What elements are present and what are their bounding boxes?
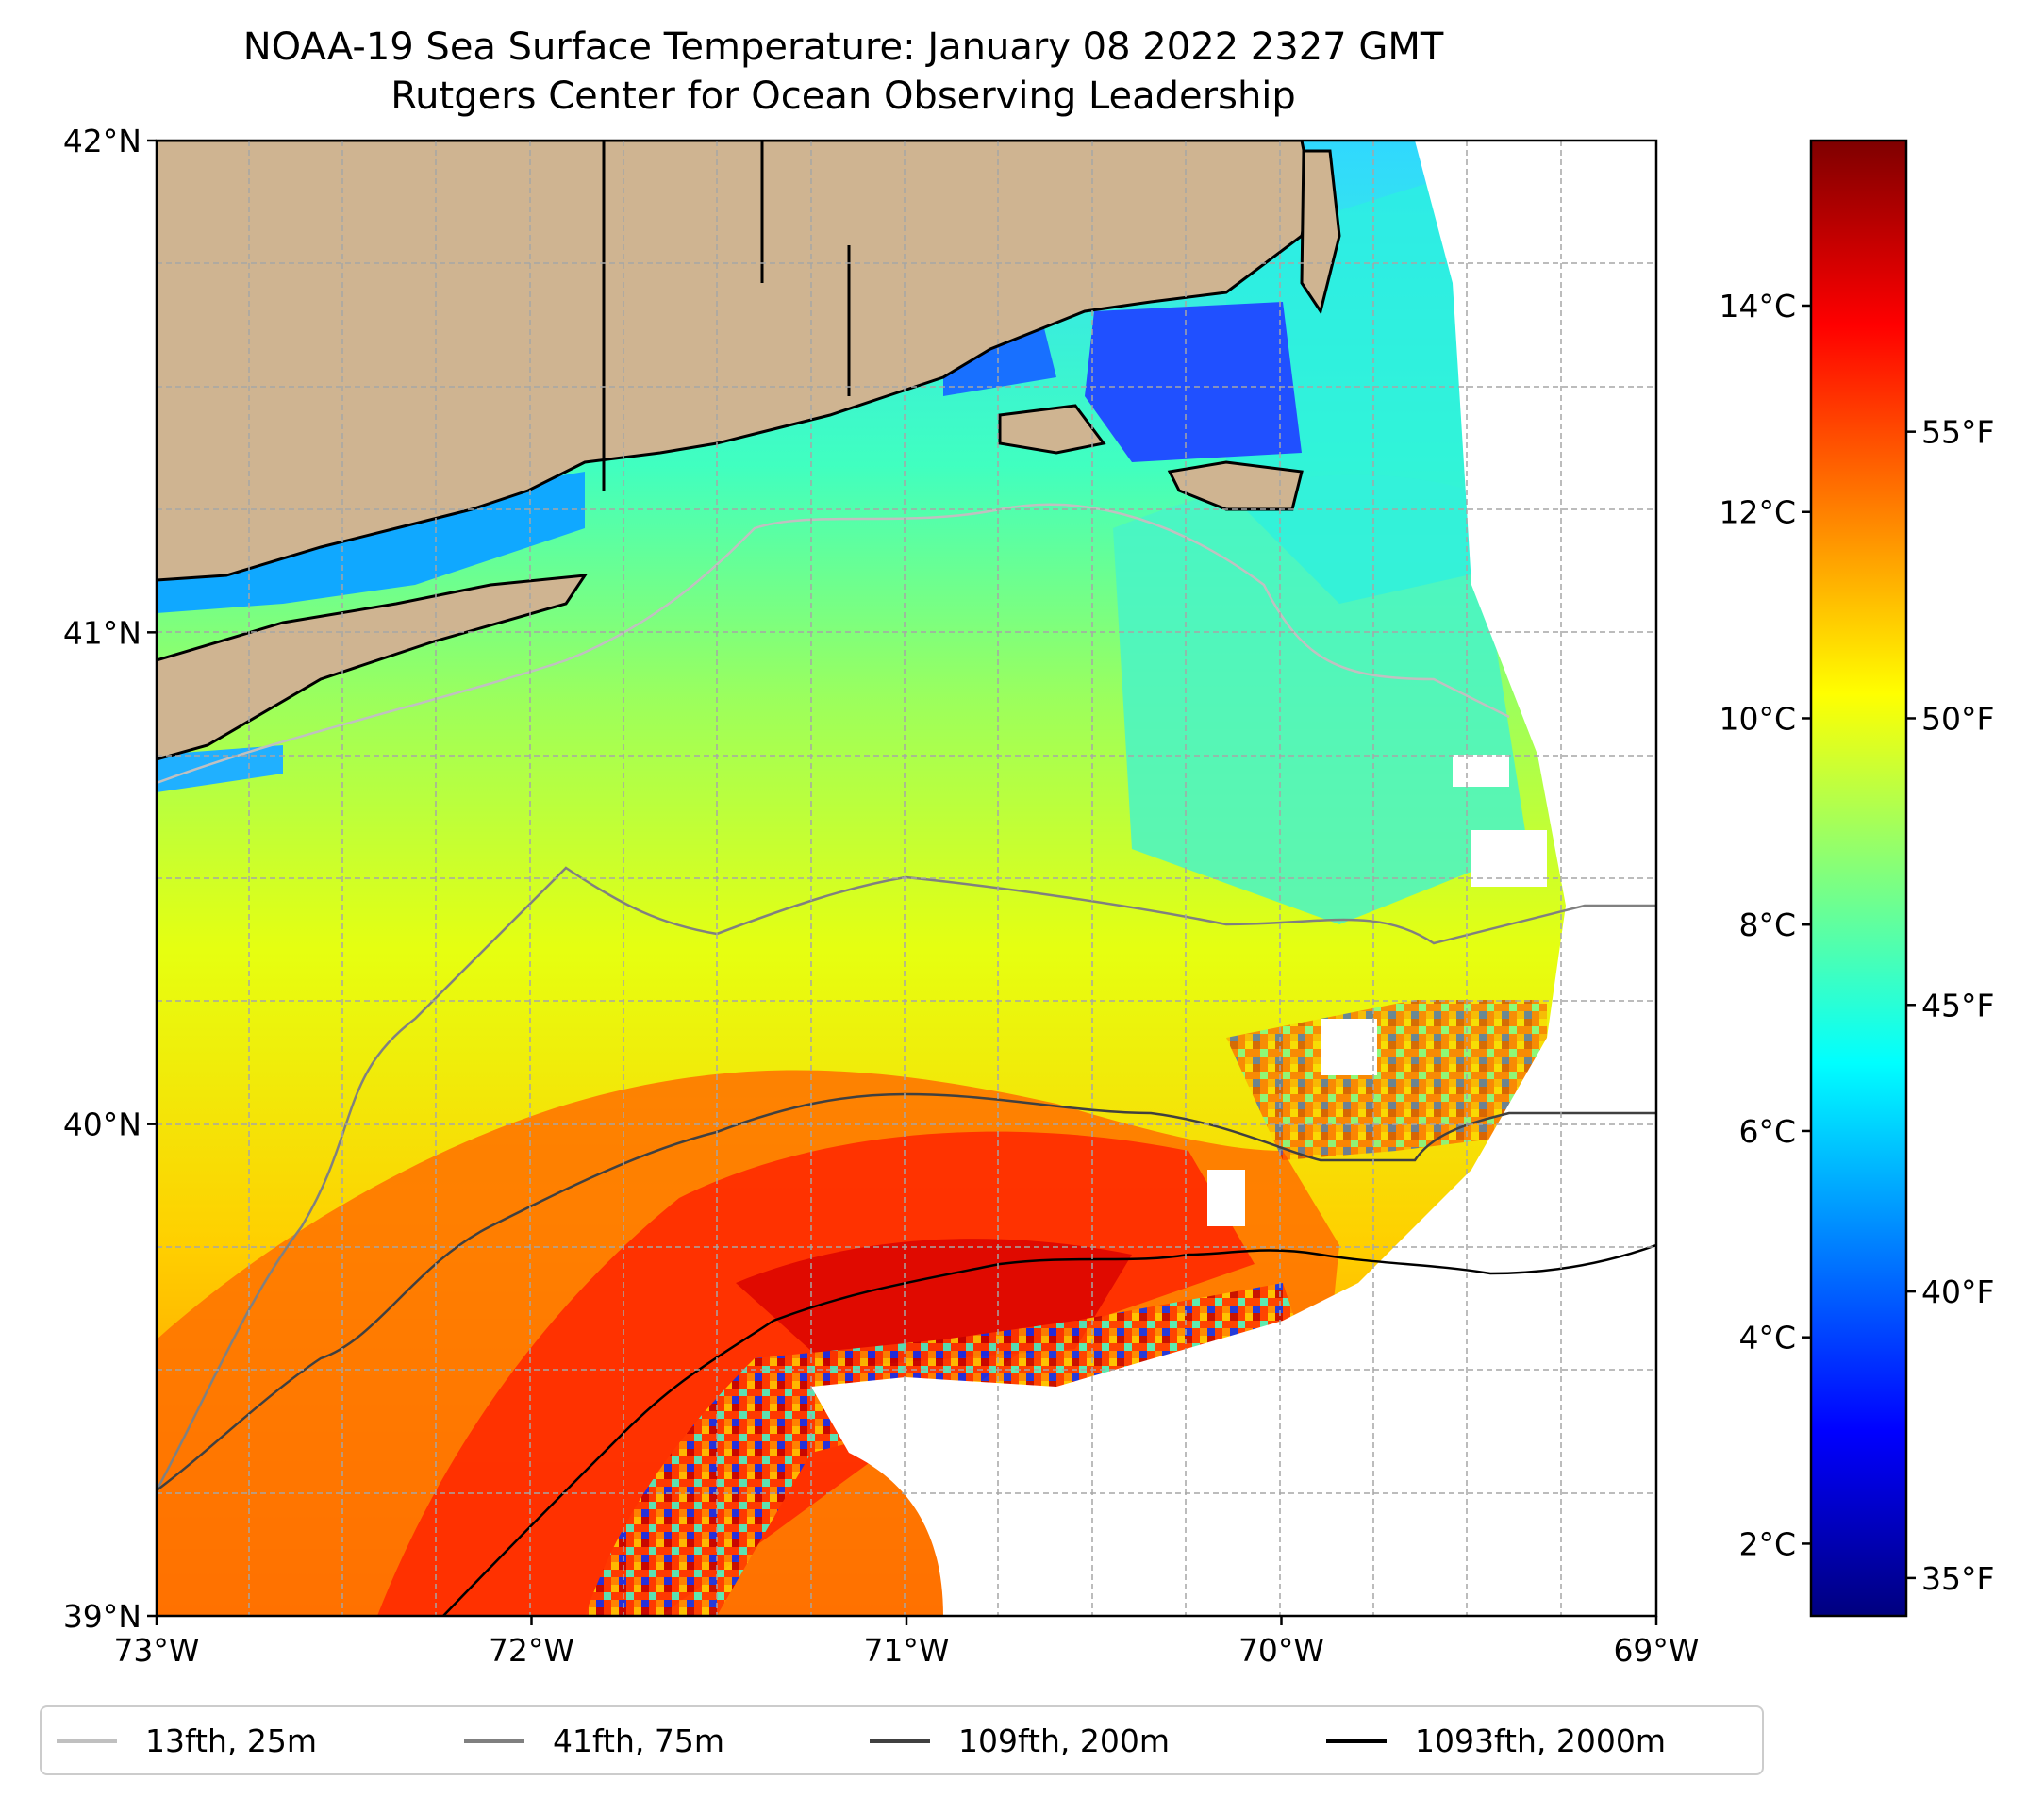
- legend-item-75m: 41fth, 75m: [464, 1724, 724, 1758]
- legend-swatch: [57, 1739, 117, 1743]
- colorbar-fahrenheit-axis: 35°F 40°F 45°F 50°F 55°F: [1906, 414, 1994, 1597]
- celsius-tick-label: 10°C: [1719, 700, 1796, 737]
- fahrenheit-tick-label: 45°F: [1921, 987, 1994, 1023]
- longitude-axis: 73°W 72°W 71°W 70°W 69°W: [113, 1616, 1700, 1669]
- celsius-tick-label: 4°C: [1738, 1320, 1796, 1356]
- celsius-tick-label: 6°C: [1738, 1113, 1796, 1150]
- gridlines: [157, 141, 1656, 1616]
- legend-swatch: [870, 1739, 930, 1743]
- fahrenheit-tick-label: 50°F: [1921, 700, 1994, 737]
- legend-swatch: [464, 1739, 524, 1743]
- bathymetry-contours: [157, 503, 1656, 1616]
- lat-tick-label: 42°N: [63, 123, 141, 159]
- celsius-tick-label: 12°C: [1719, 494, 1796, 531]
- celsius-tick-label: 8°C: [1738, 907, 1796, 943]
- lat-tick-label: 39°N: [63, 1598, 141, 1635]
- map-subtitle: Rutgers Center for Ocean Observing Leade…: [391, 75, 1296, 118]
- latitude-axis: 42°N 41°N 40°N 39°N: [63, 123, 157, 1635]
- lon-tick-label: 72°W: [489, 1632, 574, 1669]
- lon-tick-label: 70°W: [1238, 1632, 1324, 1669]
- legend-label: 13fth, 25m: [145, 1722, 317, 1759]
- lon-tick-label: 73°W: [113, 1632, 199, 1669]
- fahrenheit-tick-label: 55°F: [1921, 414, 1994, 451]
- legend-label: 109fth, 200m: [958, 1722, 1170, 1759]
- legend-swatch: [1326, 1739, 1387, 1743]
- lon-tick-label: 71°W: [863, 1632, 949, 1669]
- legend-item-2000m: 1093fth, 2000m: [1326, 1724, 1666, 1758]
- celsius-tick-label: 2°C: [1738, 1525, 1796, 1562]
- map-title: NOAA-19 Sea Surface Temperature: January…: [242, 25, 1444, 69]
- fahrenheit-tick-label: 35°F: [1921, 1560, 1994, 1597]
- celsius-tick-label: 14°C: [1719, 288, 1796, 324]
- legend-label: 1093fth, 2000m: [1415, 1722, 1666, 1759]
- fahrenheit-tick-label: 40°F: [1921, 1273, 1994, 1310]
- lat-tick-label: 41°N: [63, 614, 141, 651]
- contour-legend: 13fth, 25m 41fth, 75m 109fth, 200m 1093f…: [40, 1705, 1764, 1775]
- colorbar-celsius-axis: 2°C 4°C 6°C 8°C 10°C 12°C 14°C: [1719, 288, 1811, 1562]
- legend-label: 41fth, 75m: [553, 1722, 724, 1759]
- legend-item-25m: 13fth, 25m: [57, 1724, 317, 1758]
- legend-item-200m: 109fth, 200m: [870, 1724, 1170, 1758]
- colorbar: [1809, 139, 1908, 1618]
- lon-tick-label: 69°W: [1613, 1632, 1699, 1669]
- lat-tick-label: 40°N: [63, 1106, 141, 1143]
